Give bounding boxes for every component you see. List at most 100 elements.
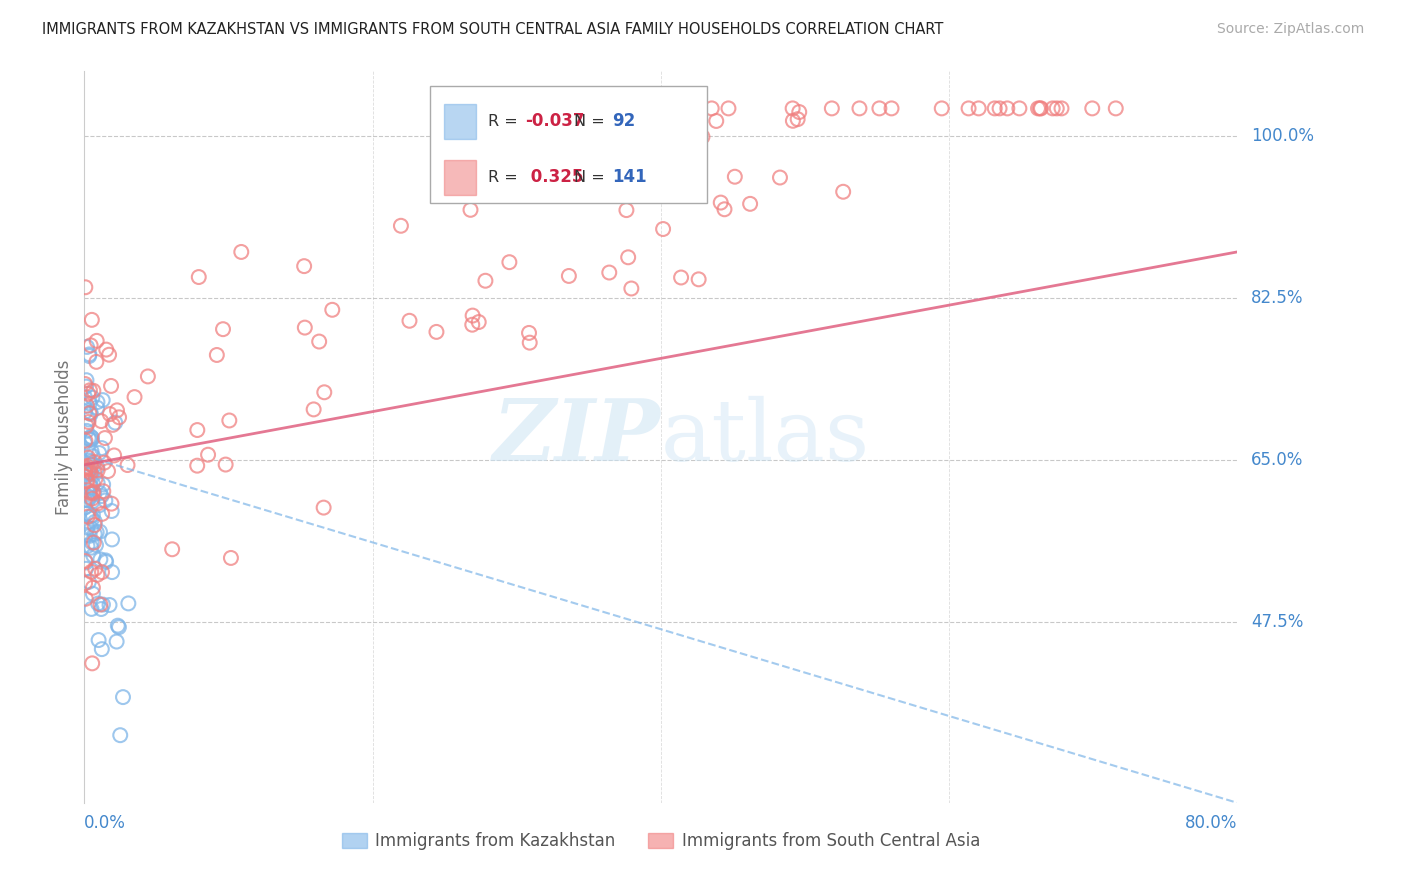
Point — [82, 484, 104, 499]
Point — [710, 195, 733, 210]
Point — [617, 250, 640, 264]
Point — [564, 171, 586, 186]
Text: 141: 141 — [613, 169, 647, 186]
Text: atlas: atlas — [661, 395, 870, 479]
Text: R =: R = — [488, 113, 523, 128]
Point — [80, 313, 103, 327]
Point — [292, 259, 315, 273]
Point — [79, 485, 101, 500]
Text: 82.5%: 82.5% — [1251, 289, 1303, 307]
Point — [98, 348, 121, 362]
Point — [688, 272, 710, 286]
Point — [110, 728, 132, 742]
Point — [97, 464, 120, 478]
Point — [77, 493, 100, 508]
Point — [101, 533, 124, 547]
Text: ZIP: ZIP — [494, 395, 661, 479]
Point — [79, 338, 101, 352]
Point — [79, 490, 101, 504]
Point — [107, 618, 129, 632]
Point — [83, 455, 105, 469]
Point — [89, 486, 111, 500]
Point — [87, 597, 110, 611]
Point — [75, 591, 97, 606]
Point — [101, 417, 124, 432]
Point — [124, 390, 146, 404]
Point — [75, 418, 97, 433]
Point — [77, 412, 100, 426]
Point — [80, 522, 103, 536]
Point — [294, 320, 316, 334]
Point — [86, 525, 108, 540]
Point — [77, 465, 100, 479]
Point — [76, 459, 98, 474]
Point — [77, 349, 100, 363]
Point — [89, 598, 111, 612]
Point — [461, 318, 484, 332]
Point — [90, 414, 112, 428]
Point — [79, 462, 101, 476]
Point — [77, 431, 100, 445]
Point — [82, 511, 104, 525]
Point — [83, 518, 105, 533]
Point — [76, 399, 98, 413]
Point — [957, 102, 980, 116]
Point — [76, 509, 98, 524]
Point — [76, 474, 98, 488]
Point — [1026, 102, 1049, 116]
Point — [80, 541, 103, 555]
Point — [1081, 102, 1104, 116]
Point — [75, 461, 97, 475]
Point — [94, 555, 117, 569]
Point — [186, 423, 208, 437]
Point — [80, 565, 103, 579]
Point — [75, 576, 97, 591]
Point — [967, 102, 990, 116]
Point — [77, 450, 100, 465]
Point — [308, 334, 330, 349]
Point — [83, 527, 105, 541]
Point — [80, 480, 103, 494]
Point — [848, 102, 870, 116]
Point — [77, 387, 100, 401]
Point — [1046, 102, 1069, 116]
Point — [82, 491, 104, 506]
Point — [598, 266, 620, 280]
Point — [76, 507, 98, 521]
Point — [821, 102, 844, 116]
Point — [474, 274, 496, 288]
Point — [117, 458, 139, 472]
Point — [218, 413, 240, 427]
Point — [80, 444, 103, 458]
Point — [498, 255, 520, 269]
Point — [197, 448, 219, 462]
Point — [79, 529, 101, 543]
Point — [75, 528, 97, 542]
Point — [82, 657, 104, 671]
Point — [389, 219, 412, 233]
Point — [321, 302, 343, 317]
Point — [82, 449, 104, 463]
Point — [103, 449, 125, 463]
Point — [1008, 102, 1031, 116]
Point — [75, 562, 97, 576]
Text: Source: ZipAtlas.com: Source: ZipAtlas.com — [1216, 22, 1364, 37]
Point — [467, 315, 489, 329]
Point — [82, 476, 104, 491]
Text: N =: N = — [575, 169, 610, 185]
Point — [76, 424, 98, 438]
Text: IMMIGRANTS FROM KAZAKHSTAN VS IMMIGRANTS FROM SOUTH CENTRAL ASIA FAMILY HOUSEHOL: IMMIGRANTS FROM KAZAKHSTAN VS IMMIGRANTS… — [42, 22, 943, 37]
Point — [83, 486, 105, 500]
Point — [86, 395, 108, 409]
Point — [425, 325, 447, 339]
Point — [105, 403, 128, 417]
Point — [82, 494, 104, 508]
Point — [87, 499, 110, 513]
Point — [76, 539, 98, 553]
Text: R =: R = — [488, 169, 523, 185]
Point — [713, 202, 735, 217]
Point — [1050, 102, 1073, 116]
Point — [769, 170, 792, 185]
Point — [86, 355, 108, 369]
Point — [111, 690, 134, 705]
